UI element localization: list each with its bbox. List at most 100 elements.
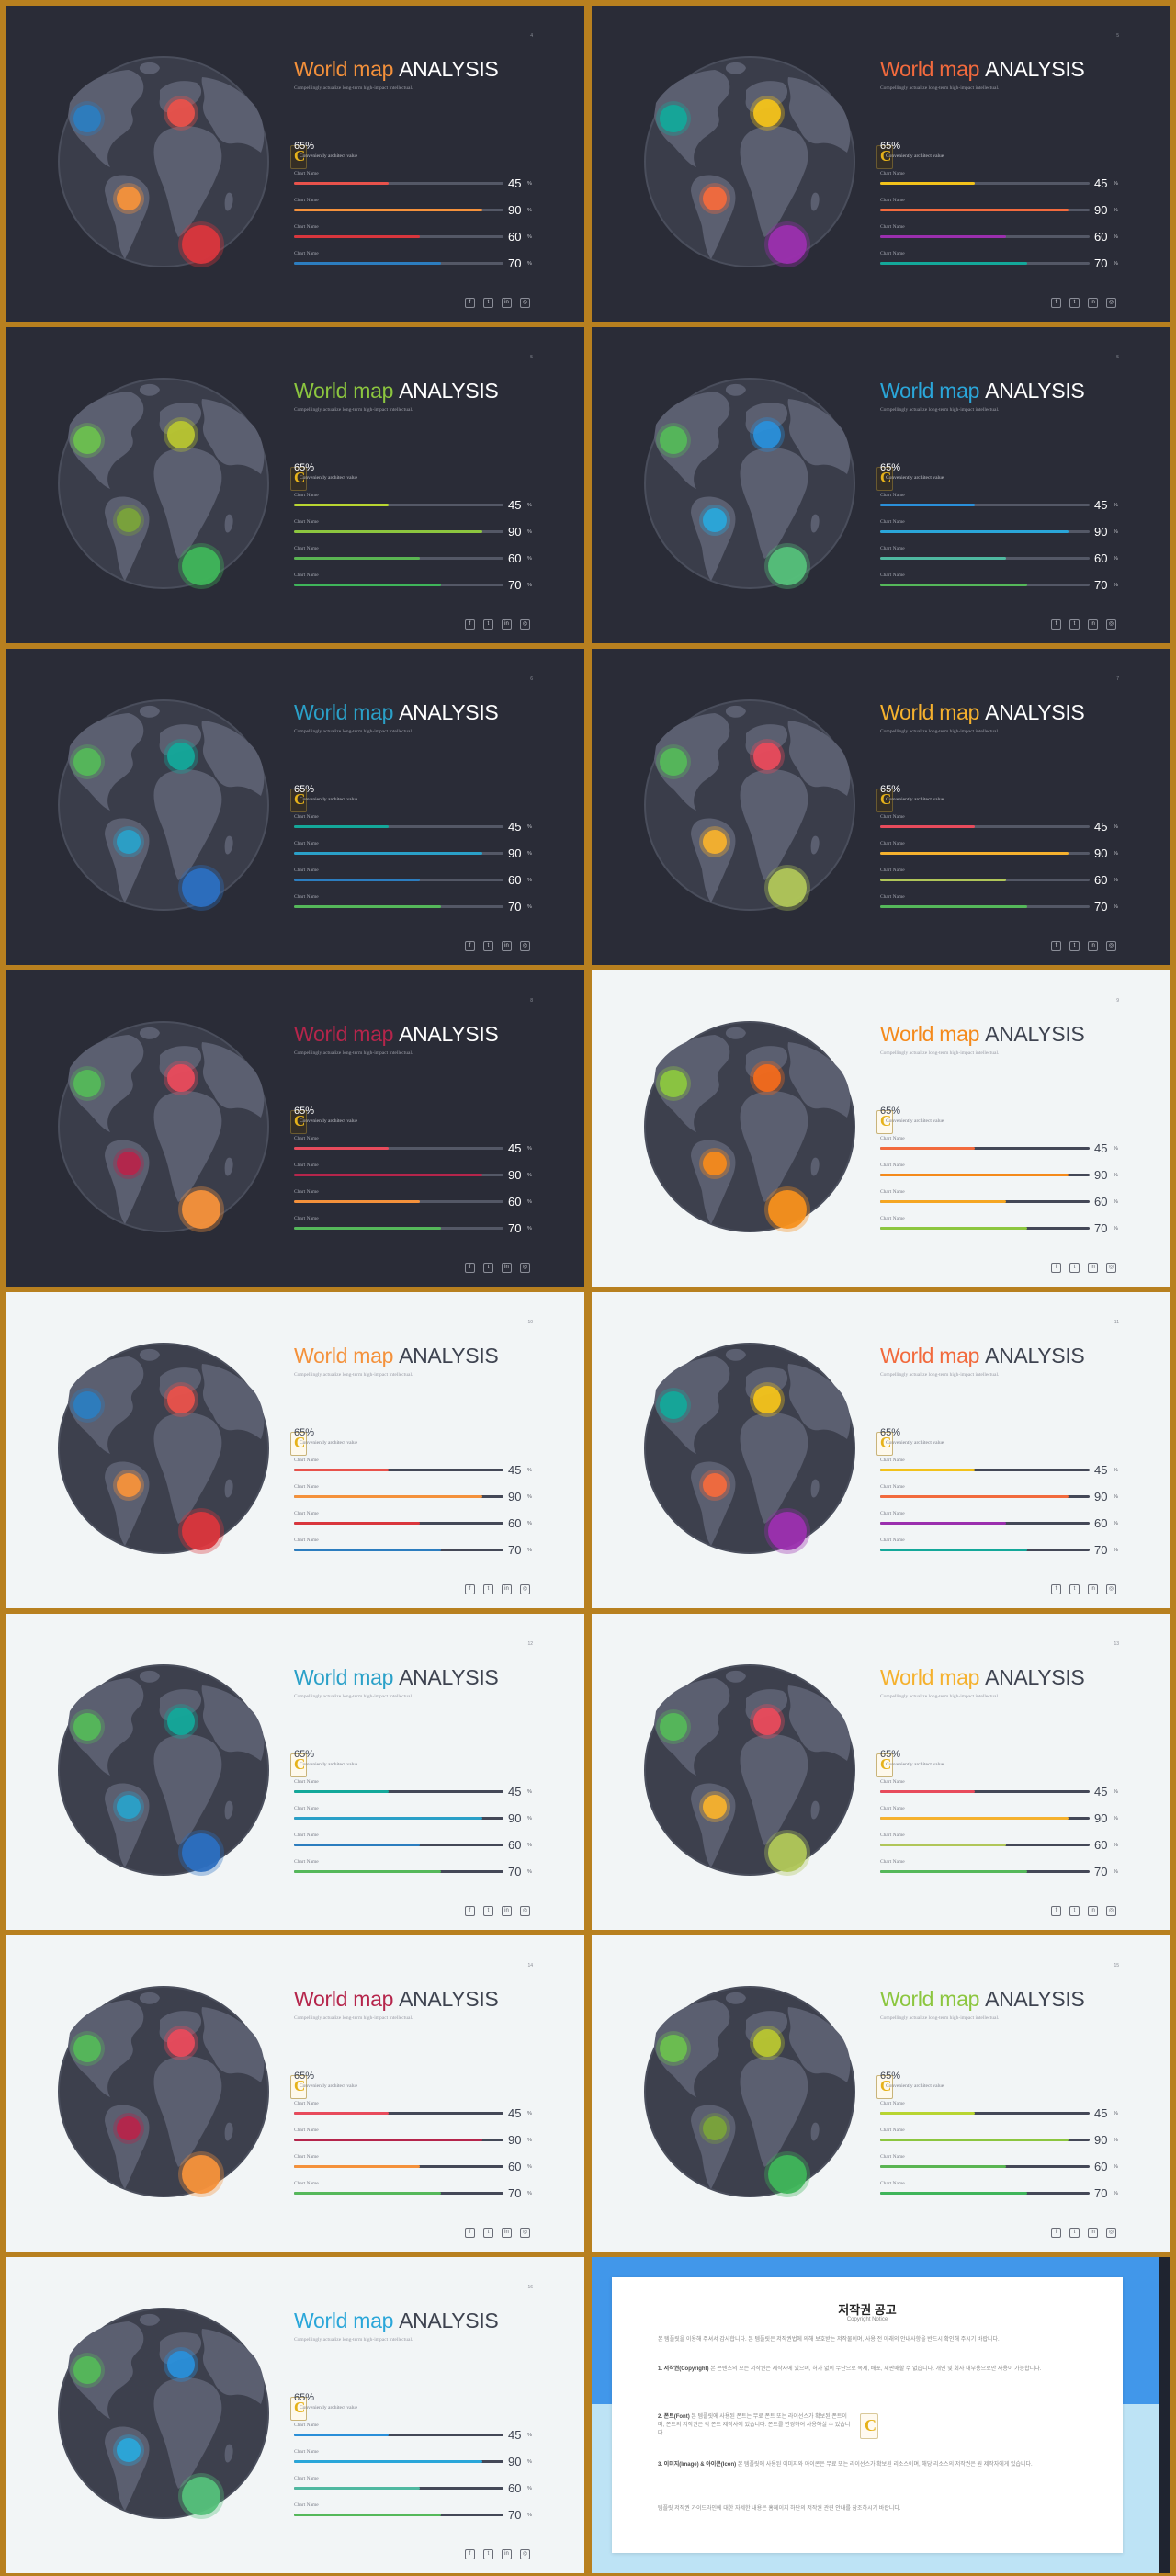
social-icon-4[interactable]: ◎ [1106, 2228, 1116, 2238]
bar-track [880, 2165, 1090, 2168]
social-icon-2[interactable]: t [483, 298, 493, 308]
social-icon-3[interactable]: in [1088, 2228, 1098, 2238]
bar-value: 60 [1094, 551, 1108, 565]
social-icon-1[interactable]: f [1051, 1584, 1061, 1594]
bar-label: Chart Name [880, 814, 905, 820]
brand-letter: C [880, 1755, 892, 1773]
world-globe [644, 1343, 855, 1554]
social-icon-3[interactable]: in [502, 619, 512, 630]
social-icon-3[interactable]: in [1088, 1906, 1098, 1916]
social-icon-2[interactable]: t [483, 1906, 493, 1916]
continent-madagascar [810, 514, 820, 533]
progress-bar: Chart Name 45 % [880, 2099, 1121, 2126]
social-icon-1[interactable]: f [1051, 1263, 1061, 1273]
social-icon-3[interactable]: in [502, 2228, 512, 2238]
progress-bar: Chart Name 60 % [294, 1187, 535, 1214]
social-icon-4[interactable]: ◎ [1106, 1263, 1116, 1273]
social-icon-3[interactable]: in [502, 2549, 512, 2559]
progress-bar: Chart Name 70 % [880, 2179, 1121, 2206]
social-icon-1[interactable]: f [465, 941, 475, 951]
social-icon-3[interactable]: in [502, 941, 512, 951]
social-icon-4[interactable]: ◎ [520, 1906, 530, 1916]
social-icon-2[interactable]: t [1069, 298, 1080, 308]
brand-logo: C [290, 1753, 307, 1777]
social-icon-3[interactable]: in [502, 1263, 512, 1273]
social-icon-2[interactable]: t [483, 2228, 493, 2238]
social-icon-1[interactable]: f [465, 2549, 475, 2559]
continent-madagascar [224, 2122, 233, 2141]
social-icon-3[interactable]: in [502, 1584, 512, 1594]
social-icon-4[interactable]: ◎ [1106, 619, 1116, 630]
percent-sign: % [1114, 1843, 1118, 1848]
world-globe [58, 378, 269, 589]
social-icon-2[interactable]: t [483, 2549, 493, 2559]
social-icon-3[interactable]: in [502, 298, 512, 308]
social-icon-2[interactable]: t [483, 941, 493, 951]
social-icon-3[interactable]: in [1088, 1584, 1098, 1594]
social-icon-4[interactable]: ◎ [520, 1263, 530, 1273]
map-marker-core-4 [768, 225, 807, 264]
bar-track [880, 1147, 1090, 1150]
notice-item-1-head: 1. 저작권(Copyright) [658, 2366, 709, 2372]
social-icon-4[interactable]: ◎ [520, 2228, 530, 2238]
social-icon-2[interactable]: t [483, 619, 493, 630]
social-icon-4[interactable]: ◎ [520, 941, 530, 951]
percent-sign: % [527, 1468, 532, 1473]
social-icon-1[interactable]: f [465, 1906, 475, 1916]
percent-sign: % [527, 904, 532, 910]
title-accent: World map [294, 1987, 394, 2011]
map-marker-core-1 [660, 748, 687, 776]
social-icon-3[interactable]: in [1088, 619, 1098, 630]
social-icon-1[interactable]: f [1051, 619, 1061, 630]
social-icon-1[interactable]: f [1051, 941, 1061, 951]
social-icon-2[interactable]: t [1069, 619, 1080, 630]
social-icon-3[interactable]: in [1088, 941, 1098, 951]
social-icon-2[interactable]: t [483, 1584, 493, 1594]
bar-label: Chart Name [294, 1538, 319, 1543]
bar-label: Chart Name [880, 493, 905, 498]
percent-sign: % [1114, 2138, 1118, 2143]
bar-track [294, 1227, 503, 1230]
social-icon-1[interactable]: f [465, 2228, 475, 2238]
social-icon-3[interactable]: in [1088, 1263, 1098, 1273]
percent-sign: % [527, 2138, 532, 2143]
social-icon-1[interactable]: f [465, 1263, 475, 1273]
social-icon-4[interactable]: ◎ [1106, 1584, 1116, 1594]
stat-label: Conveniently architect value [886, 153, 944, 159]
social-icon-2[interactable]: t [1069, 1263, 1080, 1273]
map-marker-core-3 [703, 2116, 727, 2140]
world-globe [58, 1343, 269, 1554]
social-icon-2[interactable]: t [1069, 1584, 1080, 1594]
social-icon-4[interactable]: ◎ [520, 619, 530, 630]
social-icon-1[interactable]: f [465, 1584, 475, 1594]
social-icon-1[interactable]: f [465, 298, 475, 308]
social-icon-2[interactable]: t [1069, 1906, 1080, 1916]
social-icon-1[interactable]: f [465, 619, 475, 630]
social-icon-1[interactable]: f [1051, 2228, 1061, 2238]
bar-track [294, 2192, 503, 2195]
map-marker-core-4 [182, 868, 220, 907]
bar-list: Chart Name 45 % Chart Name 90 % Chart Na… [294, 1134, 535, 1241]
social-icon-4[interactable]: ◎ [520, 2549, 530, 2559]
social-icon-2[interactable]: t [1069, 2228, 1080, 2238]
social-icon-4[interactable]: ◎ [1106, 298, 1116, 308]
social-icon-1[interactable]: f [1051, 1906, 1061, 1916]
social-icon-2[interactable]: t [483, 1263, 493, 1273]
social-icon-4[interactable]: ◎ [520, 298, 530, 308]
bar-track [294, 2112, 503, 2115]
brand-logo: C [876, 1432, 893, 1456]
social-icon-3[interactable]: in [1088, 298, 1098, 308]
social-icon-4[interactable]: ◎ [1106, 941, 1116, 951]
slide-10: 11 World map ANALYSIS Compellingly actual… [592, 1292, 1170, 1608]
progress-bar: Chart Name 90 % [880, 517, 1121, 544]
social-icon-4[interactable]: ◎ [520, 1584, 530, 1594]
brand-logo: C [876, 1753, 893, 1777]
continent-madagascar [224, 835, 233, 855]
progress-bar: Chart Name 45 % [294, 491, 535, 517]
social-icon-3[interactable]: in [502, 1906, 512, 1916]
slide-subtitle: Compellingly actualize long-term high-im… [294, 2337, 413, 2343]
social-icon-1[interactable]: f [1051, 298, 1061, 308]
stat-value: 65% [294, 1749, 315, 1760]
social-icon-2[interactable]: t [1069, 941, 1080, 951]
social-icon-4[interactable]: ◎ [1106, 1906, 1116, 1916]
